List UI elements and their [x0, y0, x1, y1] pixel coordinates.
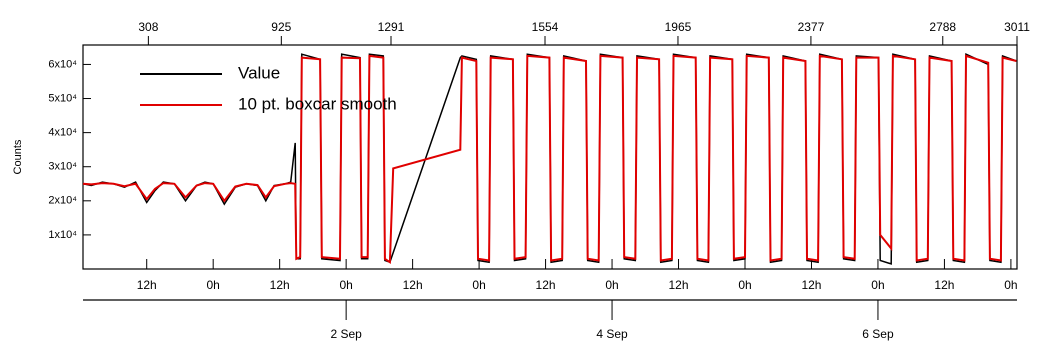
x-tick-label: 12h [270, 278, 290, 292]
y-tick-label: 2x10⁴ [48, 195, 77, 207]
top-tick-label: 1291 [378, 20, 405, 34]
x-tick-label: 12h [934, 278, 954, 292]
date-tick-label: 2 Sep [330, 327, 362, 341]
legend-label: 10 pt. boxcar smooth [238, 94, 397, 113]
x-tick-label: 12h [801, 278, 821, 292]
x-tick-label: 0h [472, 278, 485, 292]
top-tick-label: 925 [271, 20, 291, 34]
series-line [82, 54, 1017, 265]
x-tick-label: 12h [137, 278, 157, 292]
x-tick-label: 0h [605, 278, 618, 292]
y-tick-label: 4x10⁴ [48, 127, 77, 139]
top-tick-label: 308 [138, 20, 158, 34]
date-tick-label: 4 Sep [596, 327, 628, 341]
x-tick-label: 12h [669, 278, 689, 292]
y-tick-label: 3x10⁴ [48, 161, 77, 173]
y-tick-label: 6x10⁴ [48, 58, 77, 70]
top-tick-label: 1965 [665, 20, 692, 34]
x-tick-label: 0h [871, 278, 884, 292]
plot-frame [82, 44, 1018, 270]
top-tick-label: 2788 [929, 20, 956, 34]
y-tick-label: 5x10⁴ [48, 92, 77, 104]
x-tick-label: 0h [738, 278, 751, 292]
x-tick-label: 0h [339, 278, 352, 292]
y-tick-label: 1x10⁴ [48, 229, 77, 241]
x-tick-label: 0h [1004, 278, 1017, 292]
y-axis-label: Counts [12, 139, 24, 174]
date-tick-label: 6 Sep [862, 327, 894, 341]
x-tick-label: 0h [207, 278, 220, 292]
legend-label: Value [238, 63, 280, 82]
top-tick-label: 1554 [532, 20, 559, 34]
top-tick-label: 2377 [798, 20, 825, 34]
top-tick-label: 3011 [1004, 20, 1030, 34]
x-tick-label: 12h [536, 278, 556, 292]
x-tick-label: 12h [403, 278, 423, 292]
